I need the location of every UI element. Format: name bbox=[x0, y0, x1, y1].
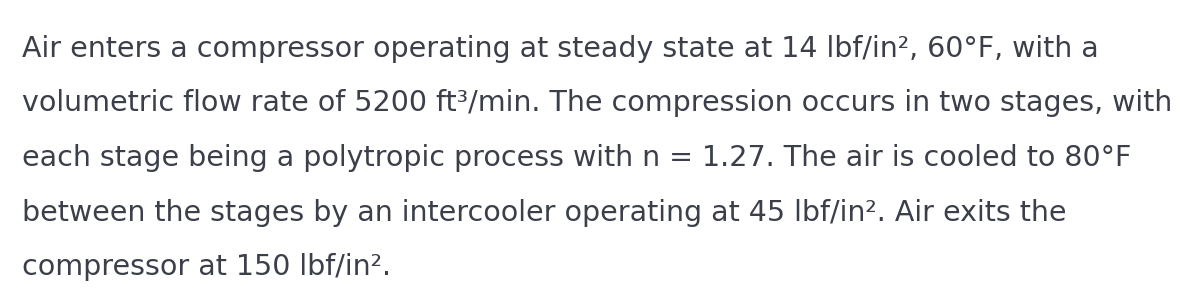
Text: volumetric flow rate of 5200 ft³/min. The compression occurs in two stages, with: volumetric flow rate of 5200 ft³/min. Th… bbox=[22, 89, 1172, 117]
Text: between the stages by an intercooler operating at 45 lbf/in². Air exits the: between the stages by an intercooler ope… bbox=[22, 199, 1066, 227]
Text: compressor at 150 lbf/in².: compressor at 150 lbf/in². bbox=[22, 253, 391, 281]
Text: each stage being a polytropic process with n = 1.27. The air is cooled to 80°F: each stage being a polytropic process wi… bbox=[22, 144, 1131, 172]
Text: Air enters a compressor operating at steady state at 14 lbf/in², 60°F, with a: Air enters a compressor operating at ste… bbox=[22, 35, 1099, 62]
